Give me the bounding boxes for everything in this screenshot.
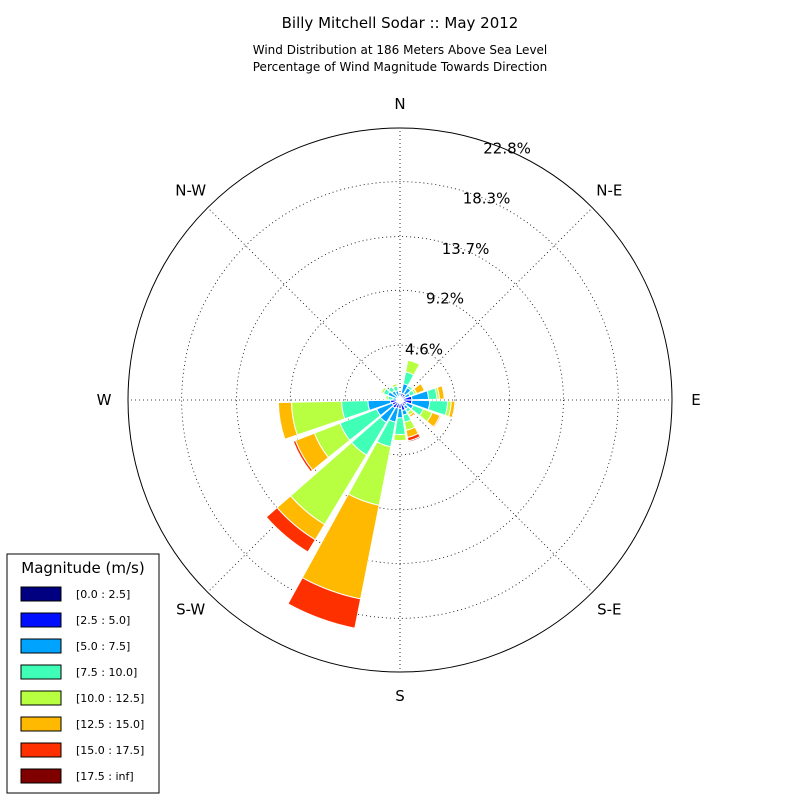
windrose-bar-segment (404, 359, 421, 376)
radial-tick-label: 9.2% (426, 290, 464, 308)
legend-swatch (20, 638, 62, 654)
radial-tick-label: 18.3% (463, 189, 511, 207)
chart-subtitle-line-2: Percentage of Wind Magnitude Towards Dir… (253, 60, 547, 74)
windrose-bar-segment (408, 411, 416, 419)
legend-label: [10.0 : 12.5] (76, 692, 144, 705)
direction-label: N (394, 95, 405, 113)
legend-label: [7.5 : 10.0] (76, 666, 137, 679)
angular-gridline (207, 207, 401, 401)
legend-swatch (20, 612, 62, 628)
direction-label: W (97, 391, 112, 409)
chart-title: Billy Mitchell Sodar :: May 2012 (282, 14, 519, 32)
legend-swatch (20, 742, 62, 758)
radial-tick-label: 22.8% (483, 140, 531, 158)
windrose-bar-segment (393, 433, 407, 442)
windrose-bar-segment (380, 386, 387, 395)
legend-label: [12.5 : 15.0] (76, 718, 144, 731)
direction-label: N-W (175, 182, 206, 200)
legend-title: Magnitude (m/s) (21, 559, 144, 577)
windrose-bar-segment (292, 439, 314, 473)
legend-label: [0.0 : 2.5] (76, 588, 130, 601)
radial-tick-label: 4.6% (405, 340, 443, 358)
windrose-bar-segment (391, 383, 398, 389)
windrose-bar-segment (413, 382, 426, 395)
radial-gridline (344, 344, 456, 456)
direction-label: E (691, 391, 700, 409)
windrose-bar-segment (432, 414, 442, 429)
direction-label: S-E (597, 600, 621, 618)
direction-label: N-E (596, 182, 622, 200)
windrose-bar-segment (287, 577, 362, 629)
legend-swatch (20, 664, 62, 680)
legend-label: [17.5 : inf] (76, 770, 134, 783)
windrose-bar-segment (436, 385, 445, 400)
windrose-bar-segment (406, 385, 414, 392)
radial-gridline (289, 289, 511, 511)
legend-swatch (20, 586, 62, 602)
angular-gridline (399, 207, 593, 401)
windrose-bar-segment (407, 435, 422, 443)
legend-label: [15.0 : 17.5] (76, 744, 144, 757)
angular-gridline (399, 399, 593, 593)
radial-gridline (181, 181, 619, 619)
windrose-bar-segment (277, 401, 298, 440)
direction-label: S (395, 687, 405, 705)
windrose-bar-segment (387, 386, 396, 394)
radial-tick-label: 13.7% (442, 240, 490, 258)
legend-swatch (20, 716, 62, 732)
direction-label: S-W (176, 600, 205, 618)
windrose-bar-segment (447, 400, 456, 419)
outer-ring (127, 127, 673, 673)
chart-subtitle-line-1: Wind Distribution at 186 Meters Above Se… (253, 43, 548, 57)
windrose-bar-segment (265, 506, 317, 553)
legend-label: [2.5 : 5.0] (76, 614, 130, 627)
windrose-bars (265, 359, 456, 629)
legend: Magnitude (m/s) [0.0 : 2.5] [2.5 : 5.0] [5… (6, 553, 160, 794)
direction-labels: N N-E E S-E S S-W W N-W (97, 95, 701, 705)
windrose-bar-segment (385, 394, 390, 401)
legend-swatch (20, 768, 62, 784)
legend-items: [0.0 : 2.5] [2.5 : 5.0] [5.0 : 7.5] [7.5 : … (20, 586, 144, 784)
legend-swatch (20, 690, 62, 706)
legend-label: [5.0 : 7.5] (76, 640, 130, 653)
radial-tick-labels: 4.6% 9.2% 13.7% 18.3% 22.8% (405, 140, 531, 359)
radial-gridline (236, 236, 564, 564)
